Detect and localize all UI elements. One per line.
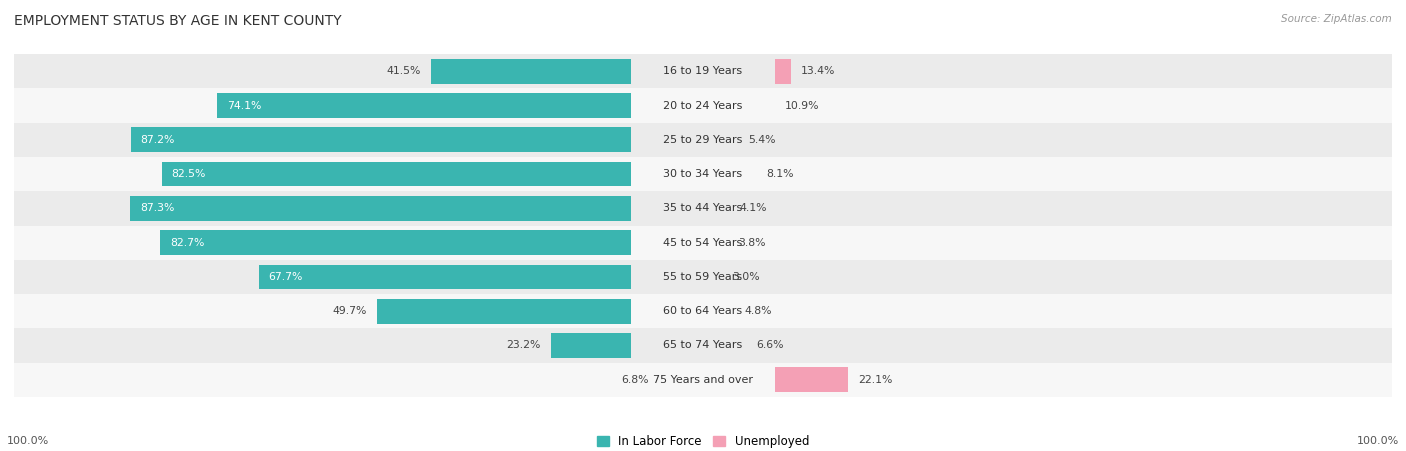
Bar [217,93,631,118]
Bar [14,363,1392,397]
Text: 3.0%: 3.0% [733,272,761,282]
Bar [14,191,1392,226]
Text: 55 to 59 Years: 55 to 59 Years [664,272,742,282]
Text: 60 to 64 Years: 60 to 64 Years [664,306,742,316]
Text: 3.8%: 3.8% [738,238,765,248]
Text: 67.7%: 67.7% [269,272,304,282]
Text: 30 to 34 Years: 30 to 34 Years [664,169,742,179]
Bar [259,265,631,289]
Text: 87.2%: 87.2% [141,135,176,145]
Bar [131,128,631,152]
Bar [14,226,1392,260]
Text: 4.1%: 4.1% [740,203,768,213]
Text: 100.0%: 100.0% [7,437,49,446]
Text: 6.8%: 6.8% [621,375,648,385]
Text: 75 Years and over: 75 Years and over [652,375,754,385]
Text: 8.1%: 8.1% [766,169,793,179]
Bar [430,59,631,83]
Bar [775,59,792,83]
Text: 35 to 44 Years: 35 to 44 Years [664,203,742,213]
Bar [131,196,631,221]
Bar [162,162,631,186]
Text: 41.5%: 41.5% [387,66,420,76]
Bar [14,54,1392,88]
Text: 6.6%: 6.6% [756,341,783,350]
Text: 5.4%: 5.4% [748,135,776,145]
Text: Source: ZipAtlas.com: Source: ZipAtlas.com [1281,14,1392,23]
Bar [775,368,848,392]
Text: 20 to 24 Years: 20 to 24 Years [664,101,742,110]
Bar [14,294,1392,328]
Text: 23.2%: 23.2% [506,341,541,350]
Text: 74.1%: 74.1% [226,101,262,110]
Text: 22.1%: 22.1% [858,375,893,385]
Text: 100.0%: 100.0% [1357,437,1399,446]
Text: EMPLOYMENT STATUS BY AGE IN KENT COUNTY: EMPLOYMENT STATUS BY AGE IN KENT COUNTY [14,14,342,28]
Bar [377,299,631,323]
Text: 82.7%: 82.7% [170,238,205,248]
Text: 13.4%: 13.4% [801,66,835,76]
Bar [14,123,1392,157]
Text: 65 to 74 Years: 65 to 74 Years [664,341,742,350]
Text: 87.3%: 87.3% [141,203,174,213]
Bar [551,333,631,358]
Text: 45 to 54 Years: 45 to 54 Years [664,238,742,248]
Text: 49.7%: 49.7% [333,306,367,316]
Text: 82.5%: 82.5% [172,169,205,179]
Text: 4.8%: 4.8% [744,306,772,316]
Bar [14,88,1392,123]
Text: 10.9%: 10.9% [785,101,818,110]
Bar [14,260,1392,294]
Legend: In Labor Force, Unemployed: In Labor Force, Unemployed [592,430,814,451]
Text: 25 to 29 Years: 25 to 29 Years [664,135,742,145]
Bar [14,328,1392,363]
Bar [160,230,631,255]
Bar [14,157,1392,191]
Text: 16 to 19 Years: 16 to 19 Years [664,66,742,76]
